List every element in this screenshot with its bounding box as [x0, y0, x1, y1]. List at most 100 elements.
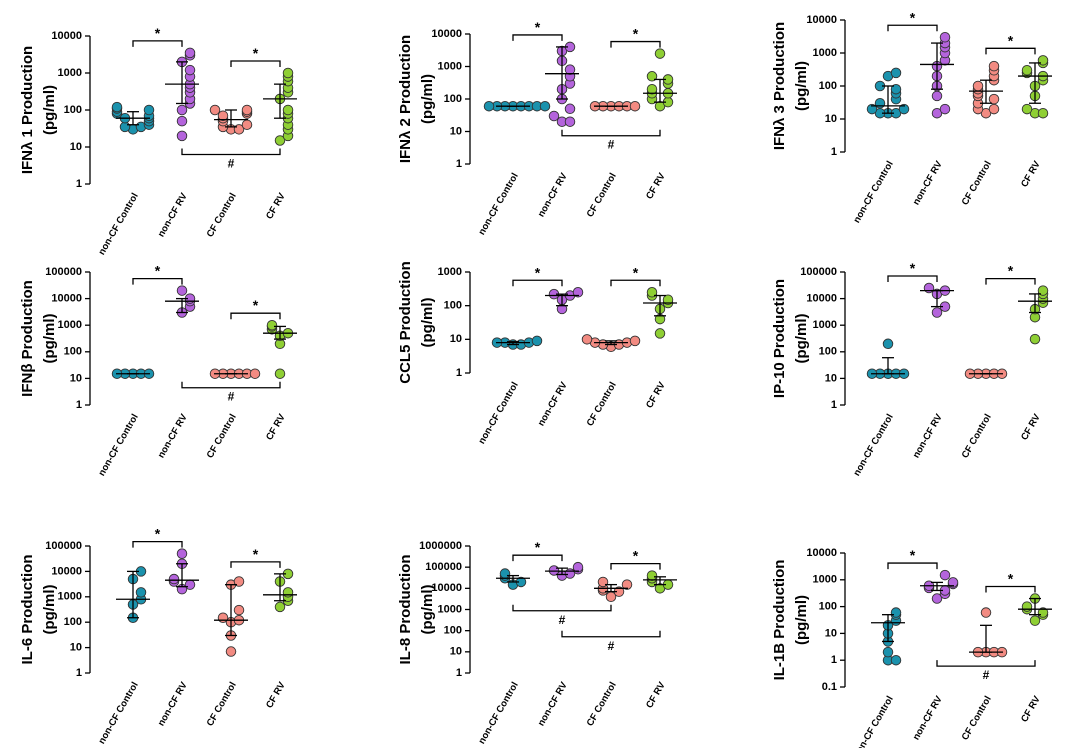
data-point	[572, 561, 584, 573]
x-tick-label: CF RV	[264, 191, 288, 222]
x-tick-label: non-CF Control	[476, 680, 520, 746]
y-tick-label: 100	[64, 616, 82, 628]
y-tick-label: 1000	[58, 67, 82, 79]
data-point	[241, 119, 253, 130]
x-tick-label: non-CF RV	[911, 694, 945, 742]
data-point	[988, 103, 1000, 115]
data-point	[1029, 333, 1041, 345]
significance-bracket	[936, 660, 1036, 667]
data-point	[483, 100, 495, 112]
y-axis-label: IL-1B Production	[771, 560, 788, 681]
data-point	[217, 110, 229, 121]
significance-label: *	[535, 539, 541, 555]
y-tick-label: 100	[819, 601, 837, 613]
significance-bracket	[985, 585, 1036, 593]
data-point	[654, 48, 666, 59]
x-tick-label: CF RV	[1019, 159, 1043, 190]
y-tick-label: 10000	[806, 293, 837, 305]
data-point	[890, 83, 902, 95]
significance-bracket	[887, 562, 938, 570]
x-tick-label: non-CF Control	[96, 680, 140, 746]
significance-label: *	[253, 297, 259, 313]
data-point	[890, 654, 902, 666]
significance-bracket	[610, 562, 661, 570]
data-point	[1021, 601, 1033, 612]
significance-bracket	[132, 540, 183, 548]
data-point	[947, 577, 959, 588]
y-tick-label: 1000	[438, 60, 462, 72]
significance-bracket	[512, 554, 563, 562]
y-axis-label: (pg/ml)	[419, 74, 436, 124]
significance-label: #	[559, 613, 566, 627]
data-point	[890, 607, 902, 618]
significance-bracket	[985, 47, 1036, 55]
data-point	[874, 98, 886, 109]
data-point	[274, 135, 286, 146]
x-tick-label: CF Control	[205, 191, 239, 239]
significance-label: #	[608, 138, 615, 152]
x-tick-label: non-CF RV	[911, 412, 945, 460]
y-axis-label: IP-10 Production	[771, 279, 788, 398]
y-tick-label: 10	[825, 627, 837, 639]
significance-label: #	[608, 639, 615, 653]
significance-label: *	[535, 19, 541, 35]
x-tick-label: CF Control	[205, 680, 239, 728]
y-axis-label: IFNλ 2 Production	[397, 35, 414, 163]
significance-label: *	[155, 25, 161, 41]
data-point	[654, 328, 666, 339]
significance-label: *	[910, 260, 916, 276]
y-tick-label: 1	[831, 399, 837, 411]
panel: 1 10 100 1000 10000 100000 IFNβ Production (pg/…	[19, 263, 297, 478]
significance-bracket	[230, 561, 281, 568]
y-tick-label: 100000	[800, 266, 837, 278]
x-tick-label: CF RV	[264, 412, 288, 443]
significance-bracket	[230, 312, 281, 320]
data-point	[176, 130, 188, 142]
significance-label: *	[633, 264, 639, 280]
significance-bracket	[512, 279, 563, 287]
data-point	[119, 121, 131, 133]
x-tick-label: CF Control	[960, 412, 994, 460]
y-tick-label: 1	[76, 399, 82, 411]
y-axis-label: (pg/ml)	[41, 585, 58, 635]
x-tick-label: CF Control	[585, 380, 619, 428]
significance-bracket	[610, 40, 661, 48]
x-tick-label: non-CF Control	[851, 159, 895, 225]
significance-label: *	[253, 45, 259, 61]
y-tick-label: 10	[450, 646, 462, 658]
data-point	[233, 604, 245, 616]
data-point	[581, 334, 593, 345]
data-point	[548, 110, 560, 122]
y-tick-label: 1000	[813, 574, 837, 586]
data-point	[988, 93, 1000, 105]
y-tick-label: 10000	[51, 293, 82, 305]
y-tick-label: 10	[450, 125, 462, 137]
significance-label: *	[155, 263, 161, 279]
significance-label: #	[228, 156, 235, 170]
y-tick-label: 0.1	[822, 681, 837, 693]
x-tick-label: non-CF RV	[156, 680, 190, 728]
x-tick-label: CF RV	[644, 680, 668, 711]
y-axis-label: (pg/ml)	[793, 61, 810, 111]
y-tick-label: 100000	[45, 266, 82, 278]
y-tick-label: 100	[64, 104, 82, 116]
data-point	[274, 368, 286, 379]
x-tick-label: non-CF RV	[911, 159, 945, 207]
data-point	[980, 607, 992, 618]
x-tick-label: non-CF RV	[536, 680, 570, 728]
data-point	[939, 32, 951, 43]
data-point	[972, 80, 984, 92]
y-tick-label: 100	[444, 625, 462, 637]
data-point	[176, 104, 188, 116]
significance-label: *	[633, 548, 639, 564]
significance-label: *	[253, 546, 259, 562]
data-point	[1037, 55, 1049, 66]
x-tick-label: non-CF RV	[536, 171, 570, 219]
y-tick-label: 10	[825, 372, 837, 384]
y-tick-label: 100	[819, 346, 837, 358]
data-point	[274, 601, 286, 613]
x-tick-label: non-CF RV	[536, 380, 570, 428]
y-tick-label: 1	[76, 178, 82, 190]
data-point	[931, 307, 943, 318]
data-point	[646, 83, 658, 95]
